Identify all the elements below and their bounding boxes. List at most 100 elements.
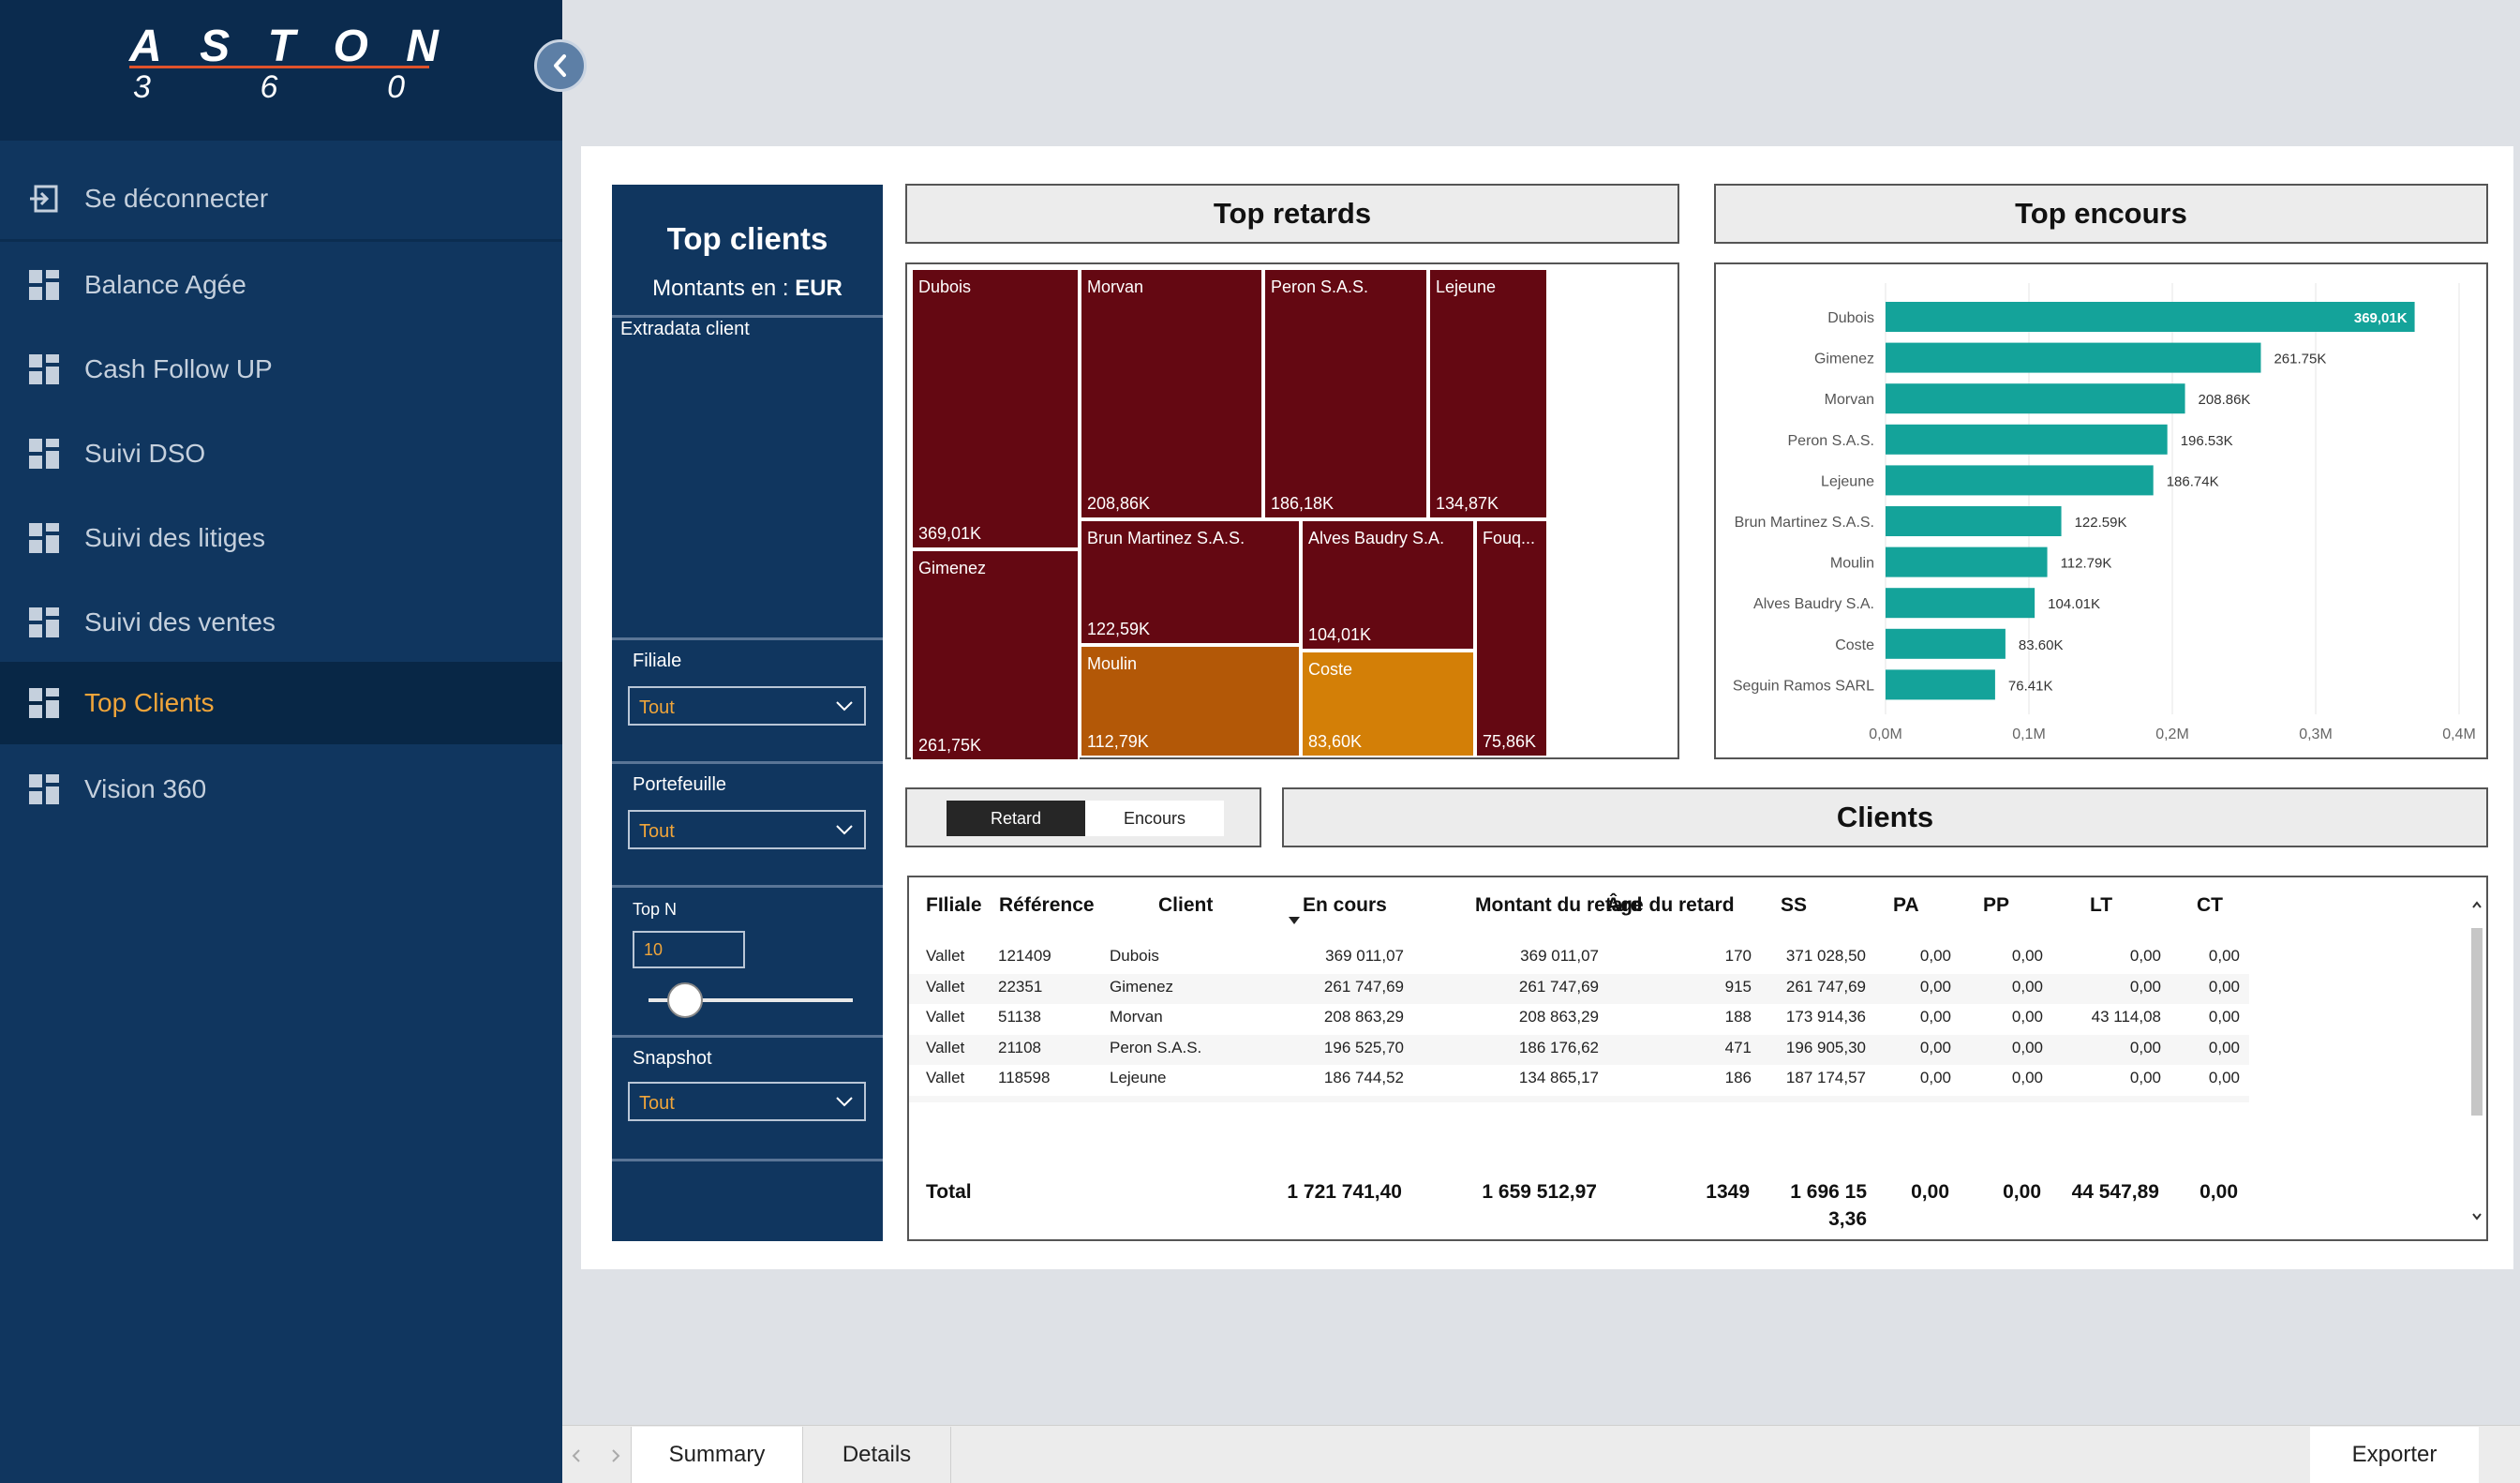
sidebar-item-label: Balance Agée xyxy=(84,270,246,299)
table-cell: Vallet xyxy=(926,1038,965,1056)
column-header[interactable]: LT xyxy=(2090,894,2113,916)
filter-panel xyxy=(612,185,883,1241)
treemap-cell-value: 122,59K xyxy=(1087,620,1151,638)
treemap-cell-name: Alves Baudry S.A. xyxy=(1308,529,1445,547)
table-cell: 0,00 xyxy=(2129,947,2161,965)
column-header[interactable]: FIliale xyxy=(926,894,982,916)
portefeuille-dropdown[interactable]: Tout xyxy=(628,810,866,849)
table-cell: Vallet xyxy=(926,947,965,965)
table-row[interactable] xyxy=(909,1034,2249,1065)
table-cell: 196 905,30 xyxy=(1785,1038,1866,1056)
table-cell: 0,00 xyxy=(1919,1038,1951,1056)
column-header[interactable]: Montant du retard xyxy=(1475,894,1643,916)
table-cell: 0,00 xyxy=(2011,977,2043,996)
snapshot-dropdown[interactable]: Tout xyxy=(628,1082,866,1121)
bar[interactable] xyxy=(1886,669,1995,700)
sidebar-item-logout[interactable]: Se déconnecter xyxy=(0,157,562,240)
data-label: 112.79K xyxy=(2061,556,2112,572)
chevron-down-icon[interactable] xyxy=(2470,1209,2483,1222)
treemap-cell[interactable]: Peron S.A.S. 186,18K xyxy=(1263,268,1428,519)
bar[interactable] xyxy=(1886,588,2035,619)
table-cell: 18981 xyxy=(998,1100,1042,1103)
dashboard-icon xyxy=(29,354,59,384)
treemap-cell[interactable]: Fouq... 75,86K xyxy=(1475,519,1548,757)
filter-panel-title: Top clients xyxy=(666,221,828,256)
table-cell: 196 525,70 xyxy=(1323,1038,1404,1056)
column-header[interactable]: PA xyxy=(1893,894,1919,916)
tab-scroll-left-icon[interactable] xyxy=(570,1447,583,1464)
treemap-cell[interactable]: Morvan 208,86K xyxy=(1080,268,1263,519)
sort-desc-icon[interactable] xyxy=(1288,915,1301,926)
treemap-cell[interactable]: Dubois 369,01K xyxy=(911,268,1080,549)
tab-summary[interactable]: Summary xyxy=(631,1427,803,1483)
column-header[interactable]: Âge du retard xyxy=(1606,894,1735,916)
total-age-retard: 1349 xyxy=(1706,1181,1750,1203)
scrollbar-thumb[interactable] xyxy=(2471,928,2483,1116)
sidebar-item-cash-follow-up[interactable]: Cash Follow UP xyxy=(0,328,562,411)
table-cell: 173 914,36 xyxy=(1785,1008,1866,1026)
sidebar-item-label: Suivi des litiges xyxy=(84,523,265,552)
tab-details[interactable]: Details xyxy=(803,1427,951,1483)
top-retards-header: Top retards xyxy=(905,184,1679,244)
sidebar-item-balance-agee[interactable]: Balance Agée xyxy=(0,244,562,326)
sidebar-item-vision-360[interactable]: Vision 360 xyxy=(0,748,562,831)
bar[interactable] xyxy=(1886,302,2415,332)
table-cell: Morvan xyxy=(1110,1008,1163,1026)
data-label: 76.41K xyxy=(2008,678,2053,694)
table-scrollbar[interactable] xyxy=(2468,896,2485,1234)
treemap-cell-name: Peron S.A.S. xyxy=(1271,277,1369,296)
table-row[interactable] xyxy=(909,1065,2249,1095)
top-encours-header: Top encours xyxy=(1714,184,2488,244)
export-button[interactable]: Exporter xyxy=(2310,1427,2479,1483)
dashboard-icon xyxy=(29,523,59,553)
column-header[interactable]: SS xyxy=(1781,894,1808,916)
data-label: 261.75K xyxy=(2274,352,2326,367)
treemap-cell[interactable]: Coste 83,60K xyxy=(1301,651,1475,757)
table-cell: 0,00 xyxy=(2011,1008,2043,1026)
data-label: 122.59K xyxy=(2075,515,2127,531)
slider-track xyxy=(649,998,853,1002)
x-tick-label: 0,2M xyxy=(2155,727,2189,742)
chevron-up-icon[interactable] xyxy=(2470,898,2483,911)
topn-input[interactable]: 10 xyxy=(633,931,745,968)
table-row[interactable] xyxy=(909,973,2249,1004)
bar[interactable] xyxy=(1886,628,2006,659)
bar[interactable] xyxy=(1886,506,2062,536)
table-row[interactable] xyxy=(909,1095,2249,1102)
treemap-cell[interactable]: Gimenez 261,75K xyxy=(911,549,1080,761)
bar[interactable] xyxy=(1886,383,2185,414)
table-row[interactable] xyxy=(909,1004,2249,1034)
table-cell: 0,00 xyxy=(1920,1100,1951,1103)
column-header[interactable]: Référence xyxy=(999,894,1095,916)
slider-thumb[interactable] xyxy=(667,982,704,1018)
treemap-cell[interactable]: Brun Martinez S.A.S. 122,59K xyxy=(1080,519,1301,645)
column-header[interactable]: PP xyxy=(1983,894,2010,916)
table-body[interactable]: Vallet 121409 Dubois 369 011,07 369 011,07 17… xyxy=(909,934,2455,1102)
bar[interactable] xyxy=(1886,465,2154,496)
tab-scroll-right-icon[interactable] xyxy=(609,1447,622,1464)
retard-toggle-button[interactable]: Retard xyxy=(947,801,1085,836)
topn-slider[interactable] xyxy=(649,982,853,1018)
column-header[interactable]: CT xyxy=(2197,894,2223,916)
table-row[interactable] xyxy=(909,943,2249,973)
table-cell: 1349 xyxy=(1716,1100,1752,1103)
filiale-dropdown[interactable]: Tout xyxy=(628,686,866,726)
table-cell: 122 591,01 xyxy=(1519,1100,1599,1103)
total-label: Total xyxy=(926,1181,972,1203)
sidebar-item-top-clients[interactable]: Top Clients xyxy=(0,662,562,744)
encours-toggle-button[interactable]: Encours xyxy=(1085,801,1224,836)
treemap-cell[interactable]: Alves Baudry S.A. 104,01K xyxy=(1301,519,1475,651)
column-header[interactable]: En cours xyxy=(1303,894,1387,916)
bar[interactable] xyxy=(1886,424,2168,455)
column-header[interactable]: Client xyxy=(1158,894,1214,916)
sidebar-item-suivi-dso[interactable]: Suivi DSO xyxy=(0,412,562,495)
total-ct: 0,00 xyxy=(2199,1181,2238,1203)
treemap-cell[interactable]: Lejeune 134,87K xyxy=(1428,268,1548,519)
sidebar-item-suivi-litiges[interactable]: Suivi des litiges xyxy=(0,497,562,579)
treemap-cell[interactable]: Moulin 112,79K xyxy=(1080,645,1301,757)
sidebar-item-suivi-ventes[interactable]: Suivi des ventes xyxy=(0,581,562,664)
collapse-sidebar-button[interactable] xyxy=(534,39,587,92)
category-label: Brun Martinez S.A.S. xyxy=(1735,515,1874,531)
bar[interactable] xyxy=(1886,342,2261,373)
bar[interactable] xyxy=(1886,547,2048,577)
